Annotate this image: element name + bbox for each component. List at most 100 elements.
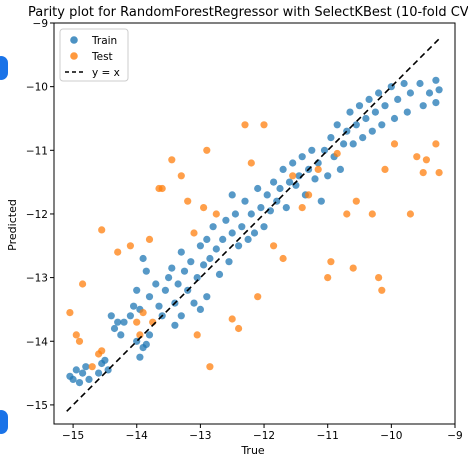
train-point	[365, 95, 373, 103]
train-point	[406, 89, 414, 97]
train-point	[75, 379, 84, 387]
train-point	[400, 79, 408, 88]
x-tick-label: −12	[253, 430, 275, 442]
test-point	[378, 286, 386, 294]
train-point	[378, 121, 386, 129]
test-point	[184, 197, 192, 205]
train-point	[196, 305, 204, 313]
train-point	[419, 102, 427, 110]
test-point	[75, 337, 84, 345]
train-point	[279, 165, 287, 173]
y-tick-label: −10	[26, 82, 48, 94]
test-point	[235, 324, 243, 333]
test-point	[349, 264, 357, 272]
test-point	[126, 242, 134, 250]
train-point	[276, 184, 284, 193]
train-point	[238, 223, 246, 231]
train-point	[359, 134, 367, 142]
train-point	[161, 286, 169, 294]
train-point	[368, 127, 376, 135]
train-point	[289, 159, 297, 167]
train-point	[244, 235, 252, 243]
train-point	[212, 245, 220, 253]
y-tick-label: −11	[26, 145, 48, 157]
y-tick-label: −13	[26, 273, 48, 285]
x-tick-label: −9	[447, 430, 462, 442]
test-point	[145, 235, 154, 243]
train-point	[298, 153, 306, 161]
x-tick-label: −10	[380, 430, 402, 442]
train-point	[82, 363, 90, 371]
train-point	[254, 184, 262, 193]
test-point	[168, 156, 176, 164]
test-point	[139, 309, 147, 317]
test-point	[206, 363, 214, 371]
train-point	[209, 223, 217, 231]
test-point	[419, 169, 427, 177]
test-point	[98, 226, 106, 234]
test-point	[72, 331, 80, 339]
train-point	[196, 242, 204, 250]
train-point	[142, 267, 150, 275]
chart-title: Parity plot for RandomForestRegressor wi…	[28, 5, 468, 20]
train-point	[190, 299, 198, 307]
train-point	[85, 375, 93, 383]
test-point	[279, 254, 287, 263]
x-tick-label: −13	[189, 430, 211, 442]
test-point	[368, 210, 376, 218]
train-point	[98, 359, 106, 368]
test-point	[260, 121, 268, 129]
test-point	[333, 149, 341, 158]
train-point	[263, 191, 271, 199]
train-point	[381, 102, 389, 110]
train-point	[324, 172, 332, 180]
legend-train-marker	[70, 36, 78, 44]
train-point	[177, 312, 185, 320]
train-point	[362, 114, 370, 123]
train-point	[152, 280, 160, 288]
train-point	[180, 267, 189, 275]
train-point	[352, 121, 360, 129]
test-point	[314, 165, 322, 173]
train-point	[69, 375, 77, 383]
test-point	[79, 280, 87, 288]
train-point	[203, 235, 211, 243]
legend-test-label: Test	[91, 51, 113, 63]
train-point	[317, 197, 325, 205]
train-point	[155, 302, 163, 310]
train-point	[311, 175, 319, 183]
train-point	[349, 140, 357, 148]
train-point	[375, 89, 383, 97]
test-point	[390, 140, 399, 148]
test-point	[413, 153, 421, 161]
train-point	[136, 353, 144, 361]
train-point	[228, 229, 236, 237]
train-point	[333, 121, 341, 129]
train-point	[114, 318, 122, 326]
test-point	[305, 191, 313, 199]
train-point	[139, 254, 147, 263]
train-point	[416, 79, 424, 88]
x-tick-label: −15	[62, 430, 84, 442]
test-point	[133, 318, 141, 326]
test-point	[406, 210, 414, 218]
train-point	[394, 95, 402, 103]
plot-frame	[53, 22, 456, 425]
x-axis-label: True	[240, 444, 265, 457]
test-point	[324, 274, 332, 282]
train-point	[142, 340, 150, 348]
train-point	[95, 369, 103, 377]
train-point	[228, 191, 236, 199]
train-point	[435, 86, 443, 94]
train-point	[282, 204, 290, 212]
train-point	[390, 114, 399, 123]
test-point	[228, 315, 236, 323]
train-point	[145, 331, 154, 339]
train-point	[270, 178, 278, 186]
train-point	[72, 366, 80, 374]
test-point	[375, 274, 383, 282]
train-point	[117, 331, 125, 339]
train-point	[107, 312, 115, 320]
train-point	[355, 102, 364, 110]
